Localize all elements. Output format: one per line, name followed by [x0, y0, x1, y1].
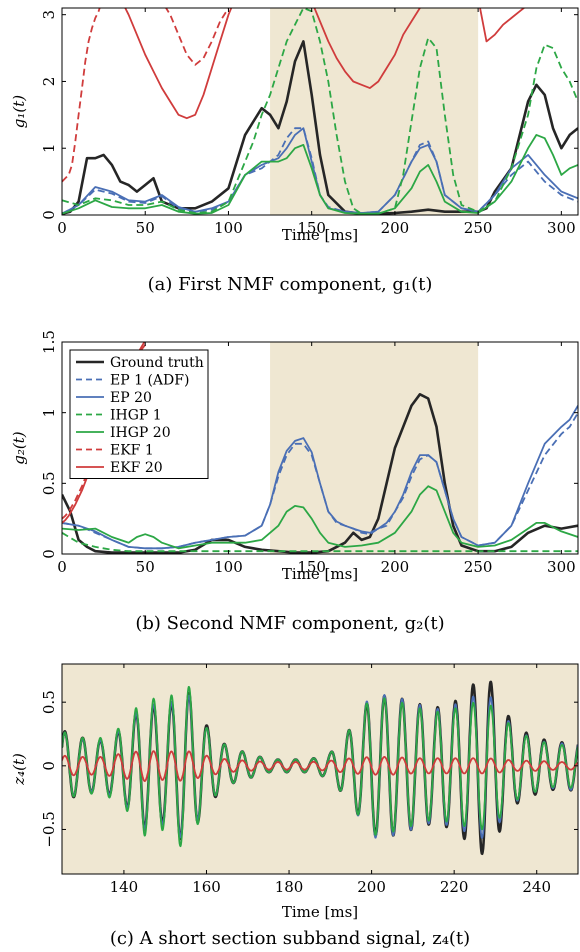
- series-line-ground-truth: [62, 393, 578, 554]
- series-line-ihgp-1: [62, 8, 578, 215]
- y-tick-label: 0: [40, 549, 58, 559]
- x-tick-label: 100: [214, 219, 243, 237]
- chart-panel-c: 140 160 180 200 220 240 −0.5 0 0.5 Time [ms] z₄(t)…: [10, 663, 579, 949]
- x-axis-label: Time [ms]: [282, 226, 358, 244]
- series-line-ekf-1: [62, 8, 230, 183]
- y-tick-label: 2: [40, 77, 58, 87]
- legend-label: EP 1 (ADF): [110, 373, 189, 389]
- x-tick-label: 250: [464, 558, 493, 576]
- y-tick-label: 1.5: [40, 330, 58, 354]
- legend-label: IHGP 1: [110, 408, 162, 424]
- x-tick-label: 140: [110, 878, 139, 896]
- chart-caption: (c) A short section subband signal, z₄(t…: [110, 928, 470, 949]
- x-tick-label: 180: [275, 878, 304, 896]
- x-tick-label: 250: [464, 219, 493, 237]
- x-tick-label: 0: [57, 558, 67, 576]
- x-tick-label: 220: [440, 878, 469, 896]
- legend-label: EKF 20: [110, 460, 163, 476]
- legend-label: IHGP 20: [110, 425, 171, 441]
- legend-label: Ground truth: [110, 355, 204, 371]
- y-tick-label: 0: [40, 210, 58, 220]
- x-tick-label: 240: [522, 878, 551, 896]
- y-tick-label: 1: [40, 408, 58, 418]
- x-tick-label: 300: [547, 219, 576, 237]
- x-axis-label: Time [ms]: [282, 565, 358, 583]
- y-tick-label: 3: [40, 10, 58, 20]
- y-tick-label: 0: [40, 761, 58, 771]
- x-axis-label: Time [ms]: [282, 903, 358, 921]
- legend-label: EKF 1: [110, 443, 154, 459]
- y-axis-label: g₂(t): [10, 431, 28, 464]
- x-tick-label: 100: [214, 558, 243, 576]
- y-tick-label: −0.5: [40, 811, 58, 847]
- series-line-ihgp-1: [62, 532, 578, 553]
- x-tick-label: 150: [297, 558, 326, 576]
- y-axis-label: g₁(t): [10, 95, 28, 128]
- x-tick-label: 200: [381, 558, 410, 576]
- chart-panel-b: 0 50 100 150 200 250 300 0 0.5 1 1.5 Time [ms] g₂(t)…: [10, 330, 579, 634]
- series-line-ekf-20: [62, 750, 578, 782]
- series-line-ihgp-20: [62, 485, 578, 550]
- series-line-ekf-20: [124, 8, 526, 120]
- x-tick-label: 0: [57, 219, 67, 237]
- chart-caption: (a) First NMF component, g₁(t): [148, 274, 433, 295]
- plot-frame: [61, 663, 579, 875]
- series-line-ep-20: [62, 405, 578, 550]
- series-line-ihgp-20: [62, 134, 578, 215]
- x-tick-label: 50: [136, 219, 155, 237]
- y-tick-label: 1: [40, 143, 58, 153]
- series-line-ihgp-20: [62, 686, 578, 848]
- plot-frame: [61, 341, 579, 555]
- x-tick-label: 150: [297, 219, 326, 237]
- chart-panel-a: 0 50 100 150 200 250 300 0 1 2 3 Time [ms] g₁(t) (a) …: [10, 7, 579, 295]
- x-tick-label: 50: [136, 558, 155, 576]
- x-tick-label: 300: [547, 558, 576, 576]
- plot-area: [62, 680, 578, 855]
- x-tick-label: 200: [381, 219, 410, 237]
- chart-caption: (b) Second NMF component, g₂(t): [135, 613, 444, 634]
- plot-frame: [61, 7, 579, 216]
- series-line-ground-truth: [62, 40, 578, 215]
- shaded-region: [270, 8, 479, 215]
- legend-label: EP 20: [110, 390, 152, 406]
- y-tick-label: 0.5: [40, 690, 58, 714]
- legend-box: [69, 349, 209, 479]
- plot-area: [62, 8, 578, 215]
- x-tick-label: 200: [357, 878, 386, 896]
- y-tick-label: 0.5: [40, 471, 58, 495]
- y-axis-label: z₄(t): [10, 753, 28, 786]
- shaded-region: [270, 342, 479, 554]
- x-tick-label: 160: [192, 878, 221, 896]
